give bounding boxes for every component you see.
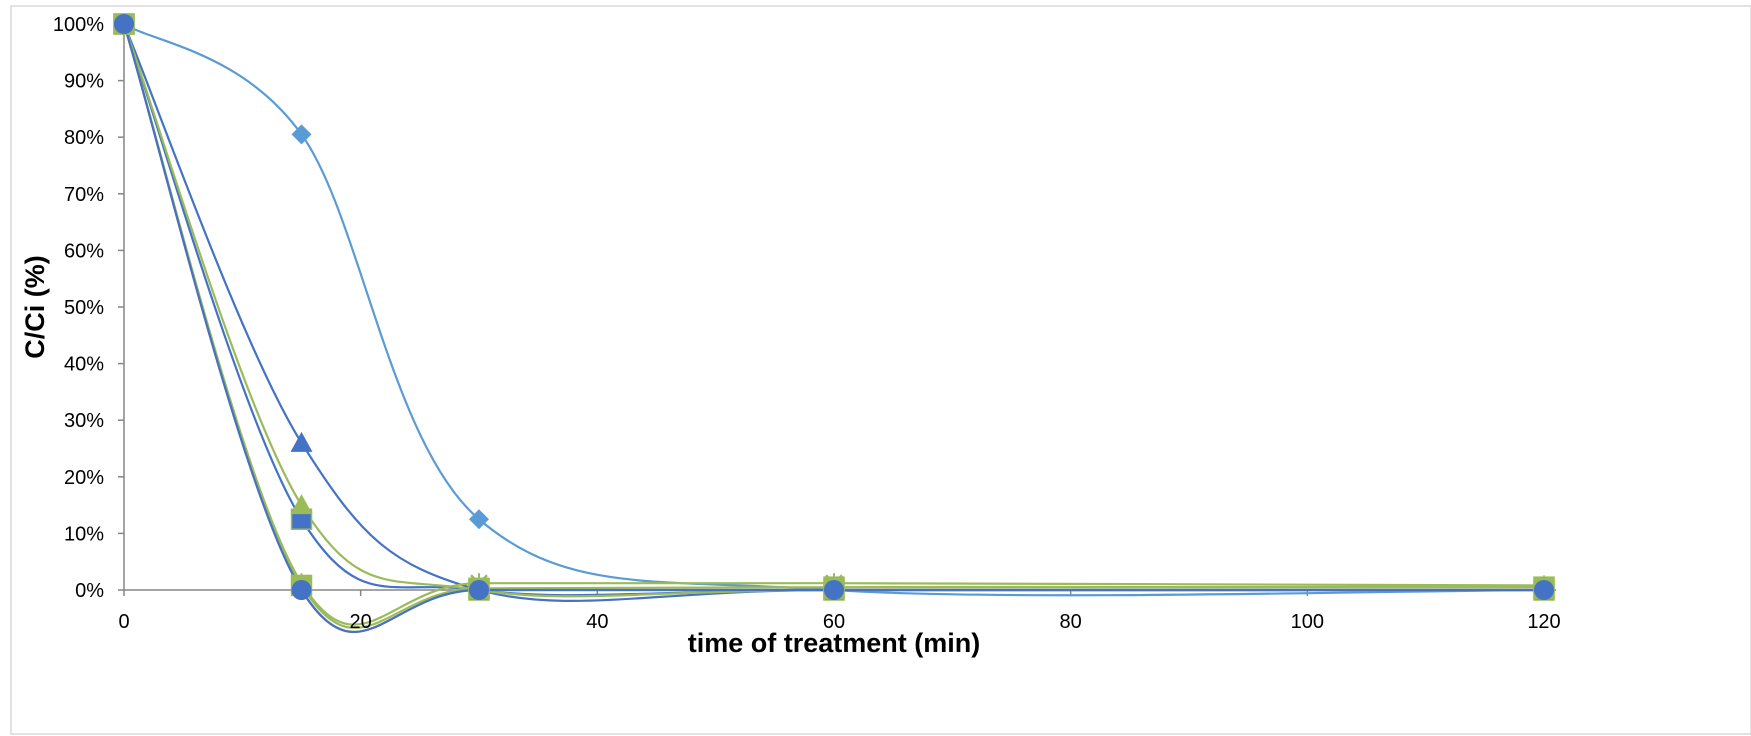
y-tick-label: 60% (64, 240, 104, 262)
data-point-series-1 (469, 509, 489, 530)
series-markers (113, 13, 1555, 601)
y-axis-title: C/Ci (%) (20, 255, 50, 359)
y-tick-label: 20% (64, 467, 104, 489)
y-tick-label: 50% (64, 297, 104, 319)
x-tick-label: 100 (1291, 611, 1324, 633)
x-tick-label: 80 (1060, 611, 1082, 633)
y-tick-label: 40% (64, 354, 104, 376)
y-tick-label: 70% (64, 184, 104, 206)
y-tick-label: 0% (75, 580, 104, 602)
x-tick-label: 0 (118, 611, 129, 633)
series-line-1 (123, 23, 1545, 597)
y-tick-label: 10% (64, 523, 104, 545)
data-point-series-2 (290, 431, 313, 452)
y-tick-label: 90% (64, 71, 104, 93)
x-axis-title: time of treatment (min) (688, 628, 981, 658)
data-point-series-8 (291, 580, 312, 600)
x-tick-label: 60 (823, 611, 845, 633)
data-point-series-1 (291, 124, 312, 145)
x-tick-label: 20 (350, 611, 372, 633)
y-tick-label: 80% (64, 127, 104, 149)
tick-labels: 0% 10% 20% 30% 40% 50% 60% 70% 80% 90% 100% 0 20 40 60… (53, 14, 1561, 633)
data-point-series-4 (290, 494, 313, 515)
data-point-series-8 (469, 580, 489, 600)
x-tick-label: 40 (586, 611, 608, 633)
data-point-series-8 (1534, 580, 1554, 600)
x-tick-label: 120 (1527, 611, 1560, 633)
y-tick-label: 30% (64, 410, 104, 432)
y-tick-label: 100% (53, 14, 104, 36)
data-point-series-8 (824, 580, 844, 600)
data-point-series-8 (114, 14, 134, 34)
chart-area-border (10, 5, 1751, 735)
